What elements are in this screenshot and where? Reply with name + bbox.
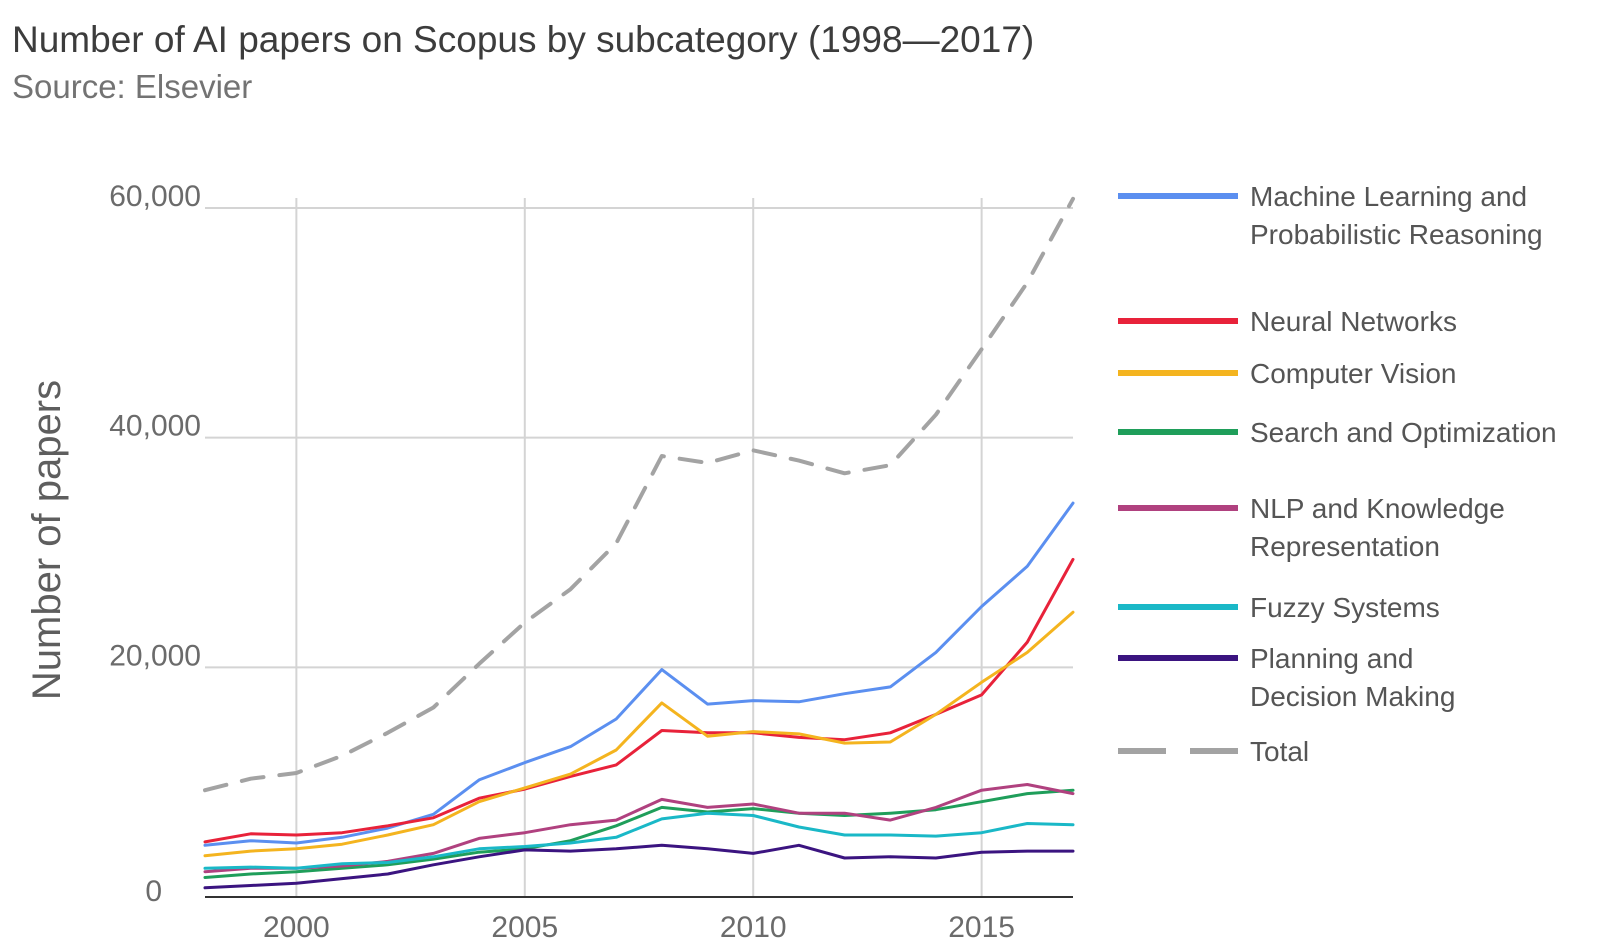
y-tick-label: 0 — [145, 875, 162, 908]
gridlines — [205, 198, 1073, 897]
series-line-total — [203, 196, 1075, 793]
legend-label-machine-learning-and-probabilistic-reasoning: Machine Learning and — [1250, 181, 1527, 212]
x-tick-label: 2000 — [263, 911, 330, 944]
legend-label-planning-and-decision-making: Planning and — [1250, 643, 1413, 674]
series-line-planning-and-decision-making — [203, 843, 1075, 890]
legend-label-computer-vision: Computer Vision — [1250, 358, 1456, 389]
series-lines — [203, 196, 1075, 890]
legend-label-total: Total — [1250, 736, 1309, 767]
y-tick-label: 20,000 — [109, 639, 201, 672]
y-tick-label: 60,000 — [109, 180, 201, 213]
legend-label-nlp-and-knowledge-representation: NLP and Knowledge — [1250, 493, 1505, 524]
legend-label-machine-learning-and-probabilistic-reasoning: Probabilistic Reasoning — [1250, 219, 1543, 250]
axes: 0 20,000 40,000 60,000 2000 2005 2010 2015 — [109, 180, 1073, 944]
legend-label-fuzzy-systems: Fuzzy Systems — [1250, 592, 1440, 623]
x-tick-label: 2005 — [491, 911, 558, 944]
legend-label-neural-networks: Neural Networks — [1250, 306, 1457, 337]
chart-subtitle: Source: Elsevier — [12, 68, 252, 105]
series-line-computer-vision — [203, 610, 1075, 858]
x-tick-label: 2015 — [948, 911, 1015, 944]
legend: Machine Learning and Probabilistic Reason… — [1118, 181, 1557, 767]
series-line-nlp-and-knowledge-representation — [203, 783, 1075, 874]
series-line-machine-learning-and-probabilistic-reasoning — [203, 501, 1075, 847]
x-tick-label: 2010 — [720, 911, 787, 944]
series-line-fuzzy-systems — [203, 811, 1075, 870]
legend-label-search-and-optimization: Search and Optimization — [1250, 417, 1557, 448]
y-tick-label: 40,000 — [109, 410, 201, 443]
legend-label-nlp-and-knowledge-representation: Representation — [1250, 531, 1440, 562]
chart-title: Number of AI papers on Scopus by subcate… — [12, 19, 1034, 60]
legend-label-planning-and-decision-making: Decision Making — [1250, 681, 1455, 712]
y-axis-label: Number of papers — [25, 380, 69, 700]
